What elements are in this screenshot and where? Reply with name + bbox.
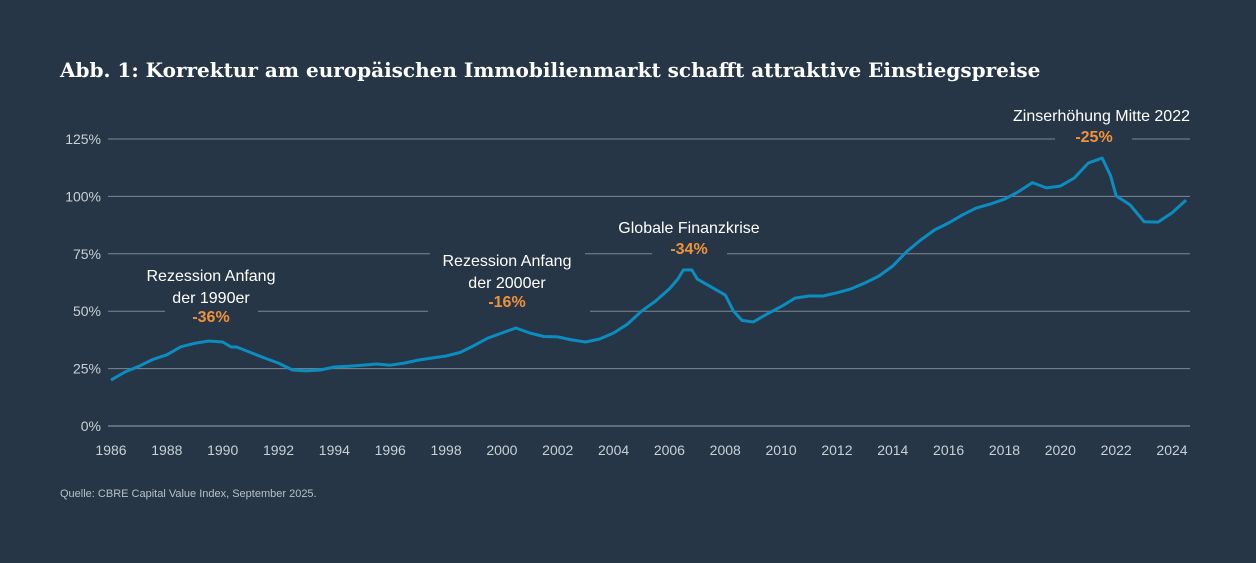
annotation-label: Zinserhöhung Mitte 2022 — [1013, 108, 1190, 125]
x-tick-label: 1986 — [95, 442, 126, 458]
annotation-value: -16% — [488, 294, 525, 311]
x-tick-label: 1992 — [263, 442, 294, 458]
y-tick-label: 50% — [73, 303, 101, 319]
x-tick-label: 1988 — [151, 442, 182, 458]
x-tick-label: 2004 — [598, 442, 629, 458]
annotation-label: Rezession Anfang — [147, 268, 276, 285]
annotation-label: der 2000er — [468, 275, 546, 292]
x-tick-label: 2002 — [542, 442, 573, 458]
x-tick-label: 2024 — [1156, 442, 1187, 458]
x-tick-label: 1990 — [207, 442, 238, 458]
x-tick-label: 1996 — [375, 442, 406, 458]
y-tick-label: 0% — [81, 418, 101, 434]
x-tick-label: 2006 — [654, 442, 685, 458]
x-tick-label: 2020 — [1045, 442, 1076, 458]
annotation-value: -34% — [670, 241, 707, 258]
chart-title: Abb. 1: Korrektur am europäischen Immobi… — [60, 58, 1041, 82]
y-tick-label: 125% — [65, 131, 101, 147]
annotation-label: Globale Finanzkrise — [618, 220, 760, 237]
index-series-line — [110, 156, 1188, 382]
annotation-value: -25% — [1075, 129, 1112, 146]
x-tick-label: 1994 — [319, 442, 350, 458]
x-tick-label: 2012 — [821, 442, 852, 458]
x-tick-label: 2000 — [486, 442, 517, 458]
y-tick-label: 100% — [65, 188, 101, 204]
y-tick-label: 75% — [73, 246, 101, 262]
annotation-label: der 1990er — [172, 290, 250, 307]
x-tick-label: 2022 — [1101, 442, 1132, 458]
y-tick-label: 25% — [73, 361, 101, 377]
source-note: Quelle: CBRE Capital Value Index, Septem… — [60, 488, 317, 500]
x-tick-label: 1998 — [430, 442, 461, 458]
annotation-label: Rezession Anfang — [443, 253, 572, 270]
x-tick-label: 2008 — [710, 442, 741, 458]
x-tick-label: 2010 — [766, 442, 797, 458]
x-tick-label: 2014 — [877, 442, 908, 458]
x-tick-label: 2018 — [989, 442, 1020, 458]
x-tick-label: 2016 — [933, 442, 964, 458]
annotation-value: -36% — [192, 309, 229, 326]
